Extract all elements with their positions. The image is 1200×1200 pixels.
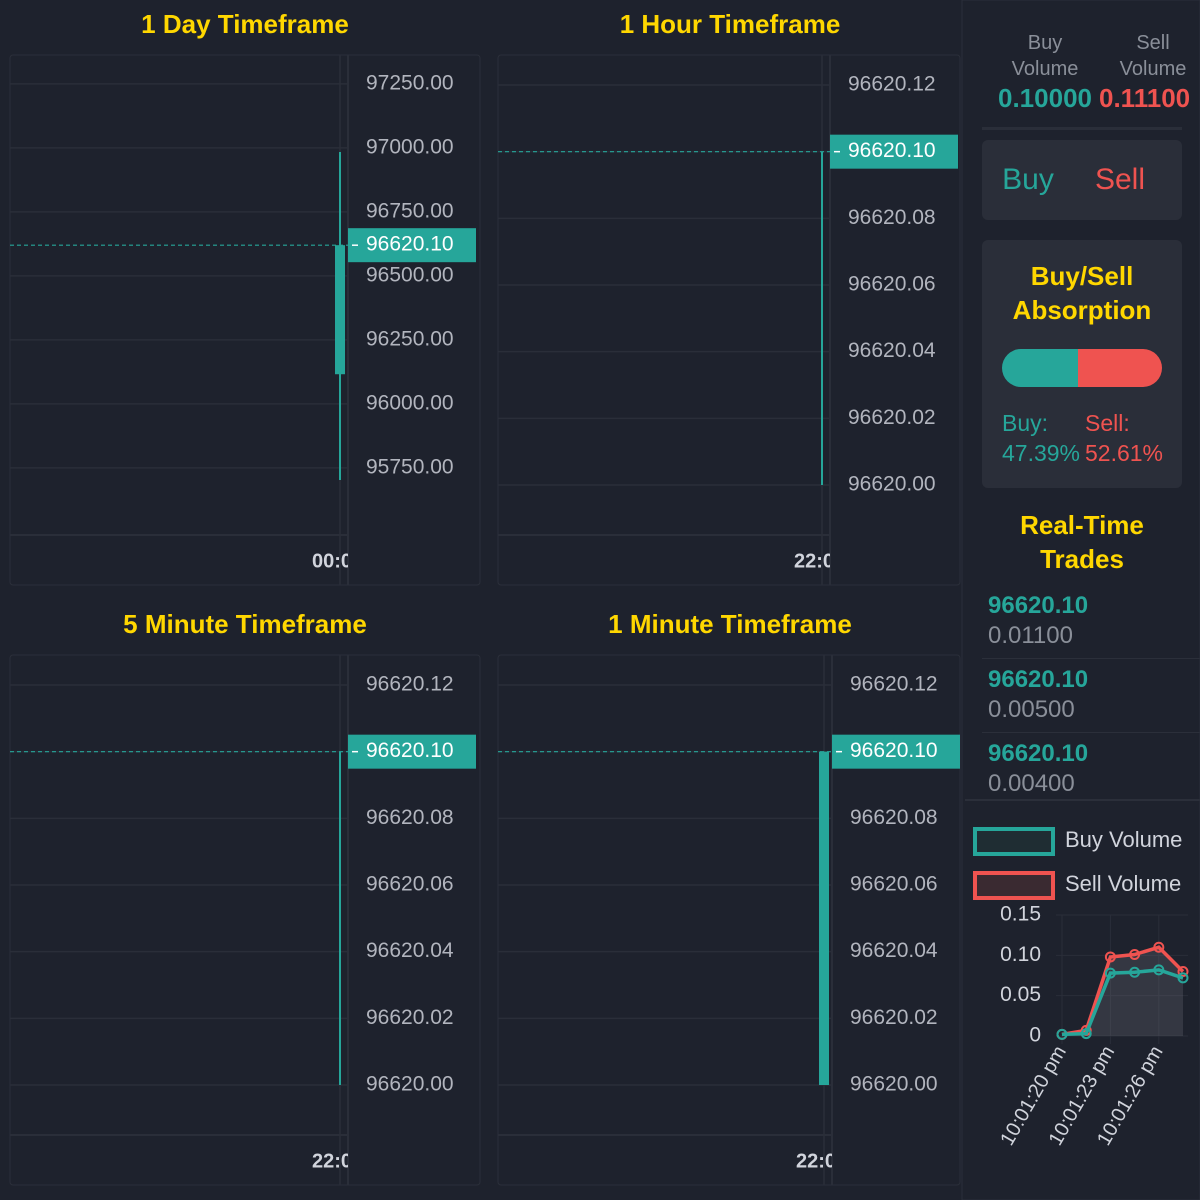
panel-frame xyxy=(9,654,481,1186)
y-tick-label: 0 xyxy=(1029,1024,1041,1047)
y-tick-label: 96620.02 xyxy=(848,406,936,429)
trade-price: 96620.10 xyxy=(988,592,1089,619)
candle-body xyxy=(819,751,829,1085)
x-tick-label: 22:00 xyxy=(312,1150,363,1172)
legend-label: Buy Volume xyxy=(1065,827,1182,852)
sell-pct-label: Sell: xyxy=(1085,410,1130,436)
buy-pct-label: Buy: xyxy=(1002,410,1049,436)
legend-label: Sell Volume xyxy=(1065,871,1181,896)
trade-separator xyxy=(982,658,1200,659)
x-tick-label: 22:00 xyxy=(796,1150,847,1172)
trade-separator xyxy=(982,732,1200,733)
y-tick-label: 96620.02 xyxy=(850,1006,938,1029)
candle-body xyxy=(339,751,341,1085)
y-tick-label: 96620.12 xyxy=(850,673,938,696)
y-tick-label: 96620.04 xyxy=(366,939,454,962)
series-point xyxy=(1177,965,1189,977)
sell-button[interactable]: Sell xyxy=(1094,163,1146,196)
candle-body xyxy=(335,245,345,375)
y-tick-label: 96620.00 xyxy=(850,1073,938,1096)
series-point xyxy=(1177,972,1189,984)
absorption-segment xyxy=(1002,349,1078,387)
legend-swatch xyxy=(973,827,1055,856)
absorption-segment xyxy=(1077,349,1162,387)
y-tick-label: 0.10 xyxy=(1000,943,1041,966)
y-tick-label: 96620.06 xyxy=(850,873,938,896)
trade-size: 0.00400 xyxy=(988,770,1075,797)
y-tick-label: 96620.04 xyxy=(848,339,936,362)
series-point xyxy=(1129,966,1141,978)
y-tick-label: 95750.00 xyxy=(366,455,454,478)
sell-volume-label: Sell Volume xyxy=(1119,32,1187,80)
candle-body xyxy=(821,151,823,485)
panel-frame xyxy=(497,654,961,1186)
series-point xyxy=(1153,964,1165,976)
series-point xyxy=(1104,951,1116,963)
separator xyxy=(982,127,1182,130)
chart-title: 1 Minute Timeframe xyxy=(608,609,852,639)
y-tick-label: 0.05 xyxy=(1000,983,1041,1006)
y-tick-label: 96250.00 xyxy=(366,327,454,350)
chart-title: 5 Minute Timeframe xyxy=(123,609,367,639)
absorption-title: Buy/Sell Absorption xyxy=(1012,261,1152,325)
panel-frame xyxy=(9,54,481,586)
y-tick-label: 96620.12 xyxy=(366,673,454,696)
y-tick-label: 96620.04 xyxy=(850,939,938,962)
x-tick-label: 00:00 xyxy=(312,550,363,572)
y-tick-label: 96750.00 xyxy=(366,199,454,222)
price-badge-label: 96620.10 xyxy=(366,233,454,256)
price-badge xyxy=(348,734,476,769)
series-point xyxy=(1080,1028,1092,1040)
y-tick-label: 96620.08 xyxy=(850,806,938,829)
price-badge-label: 96620.10 xyxy=(848,139,936,162)
trades-title: Real-Time Trades xyxy=(1020,510,1144,574)
chart-title: 1 Day Timeframe xyxy=(141,9,349,39)
buy-pct: 47.39% xyxy=(1002,440,1081,466)
absorption-bar xyxy=(1002,349,1162,387)
y-tick-label: 96620.08 xyxy=(848,206,936,229)
sell-pct: 52.61% xyxy=(1085,440,1164,466)
chart-title: 1 Hour Timeframe xyxy=(620,9,841,39)
price-badge-label: 96620.10 xyxy=(850,739,938,762)
trade-size: 0.00500 xyxy=(988,696,1075,723)
y-tick-label: 96000.00 xyxy=(366,391,454,414)
trade-size: 0.01100 xyxy=(988,622,1073,649)
y-tick-label: 96620.02 xyxy=(366,1006,454,1029)
x-tick-label: 22:00 xyxy=(794,550,845,572)
y-tick-label: 97250.00 xyxy=(366,71,454,94)
y-tick-label: 96620.06 xyxy=(366,873,454,896)
y-tick-label: 96620.12 xyxy=(848,73,936,96)
trade-price: 96620.10 xyxy=(988,666,1089,693)
price-badge xyxy=(832,734,960,769)
y-tick-label: 96620.00 xyxy=(848,473,936,496)
legend-swatch xyxy=(973,871,1055,900)
y-tick-label: 0.15 xyxy=(1000,903,1041,926)
series-point xyxy=(1129,949,1141,961)
y-tick-label: 96620.06 xyxy=(848,273,936,296)
series-point xyxy=(1056,1028,1068,1040)
buy-button[interactable]: Buy xyxy=(1002,163,1054,196)
series-point xyxy=(1153,941,1165,953)
buy-volume-value: 0.10000 xyxy=(998,83,1092,113)
price-badge-label: 96620.10 xyxy=(366,739,454,762)
series-point xyxy=(1104,967,1116,979)
buy-volume-label: Buy Volume xyxy=(1011,32,1079,80)
y-tick-label: 97000.00 xyxy=(366,135,454,158)
price-badge xyxy=(830,134,958,169)
y-tick-label: 96500.00 xyxy=(366,263,454,286)
price-badge xyxy=(348,228,476,263)
y-tick-label: 96620.08 xyxy=(366,806,454,829)
y-tick-label: 96620.00 xyxy=(366,1073,454,1096)
trade-price: 96620.10 xyxy=(988,740,1089,767)
panel-frame xyxy=(497,54,961,586)
trade-buttons xyxy=(982,140,1182,220)
sell-volume-value: 0.11100 xyxy=(1099,83,1191,113)
